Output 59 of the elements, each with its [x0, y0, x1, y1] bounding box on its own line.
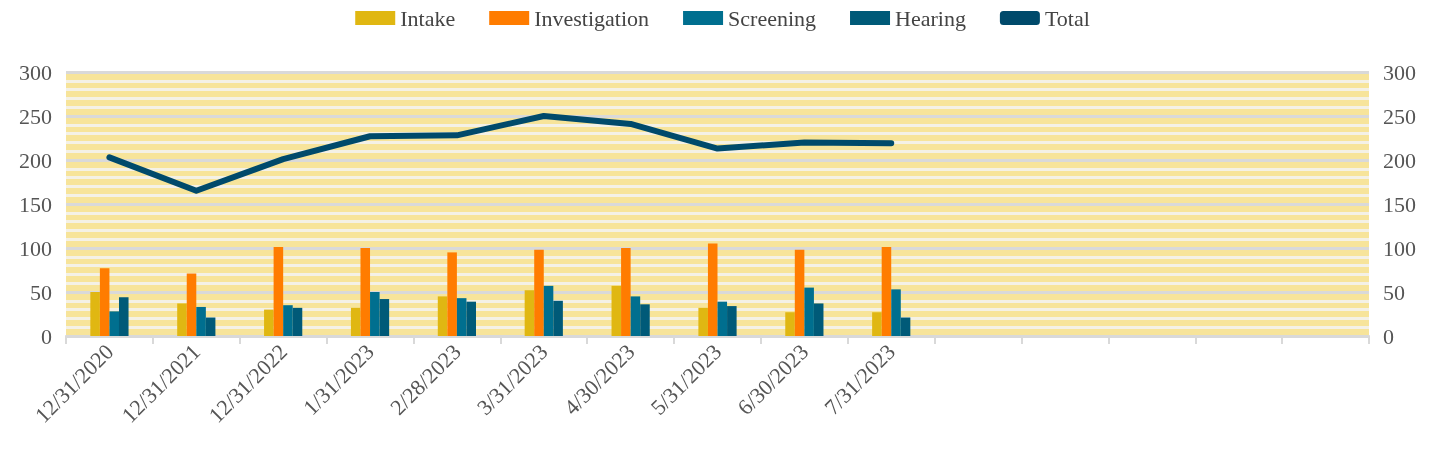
bar — [264, 309, 274, 336]
y-tick-label: 100 — [19, 235, 52, 261]
bar — [118, 297, 129, 336]
bar — [292, 307, 303, 336]
bar — [717, 301, 728, 336]
y2-tick-label: 100 — [1383, 235, 1416, 261]
bar — [196, 306, 206, 336]
bar — [273, 247, 284, 336]
bar — [109, 311, 119, 336]
y-tick-label: 200 — [19, 147, 52, 173]
legend-label: Screening — [728, 5, 817, 31]
y2-tick-label: 0 — [1383, 323, 1394, 349]
y2-tick-label: 250 — [1383, 103, 1416, 129]
y-tick-label: 250 — [19, 103, 52, 129]
bar — [543, 285, 554, 336]
bar — [621, 248, 631, 336]
bar — [794, 249, 805, 336]
y-tick-label: 0 — [41, 323, 52, 349]
bar — [611, 285, 622, 336]
y2-tick-label: 200 — [1383, 147, 1416, 173]
bar — [813, 303, 824, 336]
bar — [466, 301, 477, 336]
bar — [630, 296, 641, 336]
y-tick-label: 150 — [19, 191, 52, 217]
bar — [891, 289, 901, 336]
legend-label: Hearing — [895, 5, 966, 31]
bar — [90, 292, 100, 336]
bar — [640, 304, 650, 336]
y2-tick-label: 300 — [1383, 59, 1416, 85]
bar — [881, 247, 892, 336]
legend-label: Investigation — [534, 5, 650, 31]
y2-tick-label: 150 — [1383, 191, 1416, 217]
bar — [534, 249, 544, 336]
bar — [360, 248, 371, 336]
bar — [785, 312, 795, 336]
bar — [379, 299, 390, 336]
bar — [99, 268, 110, 336]
bar — [437, 296, 448, 336]
bar — [872, 312, 882, 336]
bar — [447, 252, 457, 336]
legend-label: Intake — [400, 5, 456, 31]
legend-label: Total — [1044, 5, 1090, 31]
bar — [205, 317, 216, 336]
y-tick-label: 50 — [30, 279, 52, 305]
bar — [900, 317, 911, 336]
bar — [456, 298, 467, 336]
y2-tick-label: 50 — [1383, 279, 1405, 305]
y-tick-label: 300 — [19, 59, 52, 85]
bar — [804, 287, 814, 336]
bar — [283, 305, 293, 336]
bar — [350, 307, 361, 336]
bar — [698, 307, 708, 336]
bar — [727, 306, 737, 336]
bar — [177, 303, 187, 336]
bar — [553, 300, 563, 336]
bar — [370, 292, 380, 336]
bar — [524, 290, 535, 336]
bar — [186, 273, 197, 336]
bar — [707, 243, 718, 336]
